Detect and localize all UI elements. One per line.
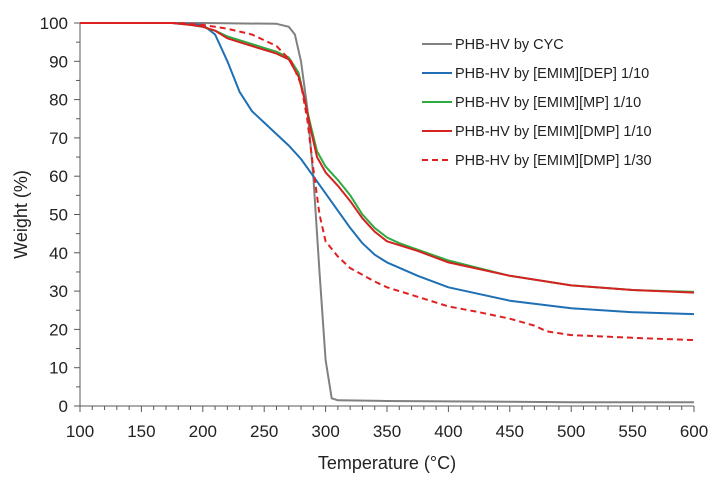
x-tick-label: 300 bbox=[311, 422, 339, 441]
series-line-3 bbox=[80, 22, 695, 294]
y-tick-label: 30 bbox=[49, 282, 68, 301]
y-tick-label: 50 bbox=[49, 206, 68, 225]
y-tick-label: 0 bbox=[59, 397, 68, 416]
x-tick-label: 150 bbox=[127, 422, 155, 441]
series-line-4 bbox=[80, 22, 695, 342]
series-line-1 bbox=[80, 22, 695, 316]
y-tick-label: 90 bbox=[49, 52, 68, 71]
legend-label-1: PHB-HV by [EMIM][DEP] 1/10 bbox=[455, 66, 649, 82]
x-tick-label: 100 bbox=[66, 422, 94, 441]
axes bbox=[74, 22, 695, 412]
legend-label-2: PHB-HV by [EMIM][MP] 1/10 bbox=[455, 95, 641, 111]
y-tick-label: 80 bbox=[49, 91, 68, 110]
x-tick-label: 450 bbox=[496, 422, 524, 441]
x-tick-label: 500 bbox=[557, 422, 585, 441]
legend-label-3: PHB-HV by [EMIM][DMP] 1/10 bbox=[455, 124, 652, 140]
x-tick-label: 400 bbox=[434, 422, 462, 441]
x-tick-label: 350 bbox=[373, 422, 401, 441]
legend-label-4: PHB-HV by [EMIM][DMP] 1/30 bbox=[455, 153, 652, 169]
x-axis-title: Temperature (°C) bbox=[318, 453, 456, 473]
y-tick-label: 100 bbox=[40, 14, 68, 33]
x-tick-label: 550 bbox=[618, 422, 646, 441]
series-line-0 bbox=[80, 22, 694, 404]
series-lines bbox=[80, 22, 695, 404]
y-tick-label: 20 bbox=[49, 320, 68, 339]
y-axis-title: Weight (%) bbox=[11, 170, 31, 259]
x-tick-label: 250 bbox=[250, 422, 278, 441]
y-tick-label: 10 bbox=[49, 359, 68, 378]
y-tick-label: 60 bbox=[49, 167, 68, 186]
y-tick-label: 70 bbox=[49, 129, 68, 148]
y-tick-label: 40 bbox=[49, 244, 68, 263]
x-tick-label: 600 bbox=[680, 422, 708, 441]
tick-labels: 100 150 200 250 300 350 400 450 500 550 600 0 10 20 30… bbox=[40, 14, 709, 441]
x-tick-label: 200 bbox=[189, 422, 217, 441]
legend-label-0: PHB-HV by CYC bbox=[455, 37, 564, 53]
legend: PHB-HV by CYC PHB-HV by [EMIM][DEP] 1/10 P… bbox=[422, 37, 652, 169]
